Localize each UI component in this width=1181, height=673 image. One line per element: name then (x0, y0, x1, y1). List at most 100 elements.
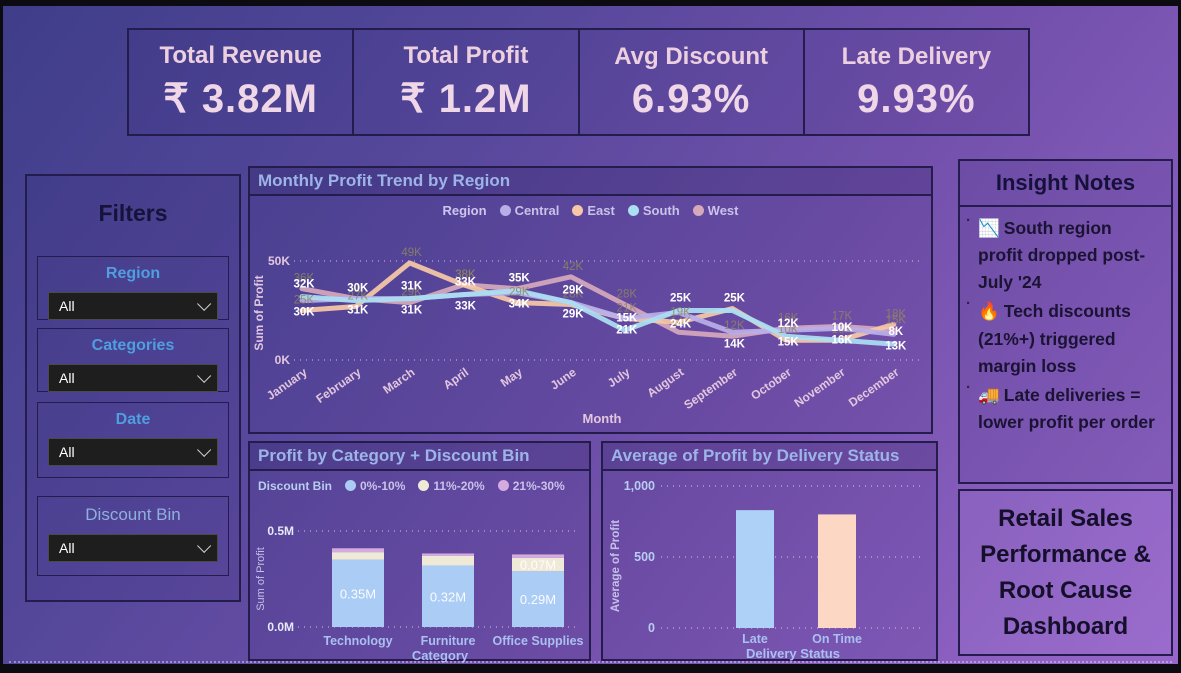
filter-label: Region (105, 265, 161, 282)
profit-by-delivery-chart[interactable]: Average of Profit by Delivery Status 0 50… (601, 441, 938, 661)
svg-text:14K: 14K (670, 316, 691, 328)
stack-segment-office-supplies[interactable] (512, 557, 564, 572)
svg-text:August: August (644, 365, 686, 400)
svg-text:January: January (264, 365, 310, 403)
legend-label: Central (514, 203, 560, 218)
filter-categories: Categories All (37, 328, 229, 392)
discount-bin-dropdown[interactable]: All (48, 534, 218, 562)
legend-item-east[interactable]: East (572, 203, 615, 218)
bar-late[interactable] (736, 510, 774, 628)
svg-text:September: September (681, 365, 740, 412)
svg-text:19K: 19K (670, 306, 691, 318)
svg-text:31K: 31K (348, 283, 369, 295)
legend-title: Region (442, 203, 487, 218)
svg-text:31K: 31K (401, 281, 423, 293)
insights-title: Insight Notes (960, 161, 1171, 207)
svg-text:10K: 10K (831, 322, 853, 334)
line-series-south[interactable] (299, 288, 897, 347)
bar-chart-plot[interactable]: 0 500 1,000 Average of Profit Late On TimeDel… (603, 471, 936, 661)
kpi-value: ₹ 1.2M (400, 77, 532, 121)
svg-text:16K: 16K (831, 334, 853, 346)
kpi-label: Total Profit (403, 42, 529, 69)
legend-dot-icon (499, 205, 511, 216)
chart-title: Monthly Profit Trend by Region (250, 168, 931, 196)
legend-item-21-30-[interactable]: 21%-30% (497, 479, 565, 493)
filters-panel: Filters Region All Categories All Date A… (25, 174, 241, 602)
svg-text:30K: 30K (293, 307, 315, 319)
categories-dropdown[interactable]: All (48, 364, 218, 392)
svg-text:April: April (441, 365, 471, 392)
kpi-value: 9.93% (857, 76, 976, 121)
svg-text:500: 500 (634, 550, 655, 564)
svg-text:15K: 15K (886, 314, 907, 326)
legend-label: 11%-20% (433, 478, 485, 493)
bar-on-time[interactable] (818, 514, 856, 628)
svg-text:27K: 27K (348, 291, 369, 303)
kpi-avg-discount[interactable]: Avg Discount 6.93% (577, 28, 805, 136)
profit-by-category-chart[interactable]: Profit by Category + Discount Bin Discou… (248, 441, 591, 663)
chevron-down-icon (197, 442, 212, 457)
svg-text:15K: 15K (778, 336, 800, 348)
svg-text:Sum of Profit: Sum of Profit (255, 547, 267, 611)
svg-text:36K: 36K (509, 273, 530, 285)
kpi-total-profit[interactable]: Total Profit ₹ 1.2M (352, 28, 580, 136)
svg-text:29K: 29K (562, 309, 584, 321)
svg-text:Furniture: Furniture (421, 634, 476, 648)
stack-segment-technology[interactable] (332, 548, 384, 553)
region-dropdown[interactable]: All (48, 292, 218, 320)
line-chart-legend: Region Central East South West (250, 196, 931, 220)
insight-notes-panel: Insight Notes 📉South region profit dropp… (958, 159, 1173, 484)
stack-segment-office-supplies[interactable] (512, 554, 564, 558)
svg-text:14K: 14K (724, 338, 746, 350)
svg-text:31K: 31K (347, 305, 369, 317)
legend-item-0-10-[interactable]: 0%-10% (345, 479, 405, 493)
svg-text:12K: 12K (778, 318, 800, 330)
legend-item-south[interactable]: South (627, 203, 680, 218)
svg-text:35K: 35K (509, 273, 531, 285)
chart-title: Average of Profit by Delivery Status (603, 443, 936, 471)
stack-segment-technology[interactable] (332, 552, 384, 560)
svg-text:Average of Profit: Average of Profit (610, 520, 622, 612)
stack-segment-furniture[interactable] (422, 565, 474, 627)
svg-text:On Time: On Time (812, 632, 862, 646)
svg-text:16K: 16K (778, 312, 799, 324)
svg-text:32K: 32K (293, 279, 315, 291)
svg-text:18K: 18K (886, 308, 907, 320)
svg-text:Late: Late (742, 632, 768, 646)
page-edge-dotted-line (9, 661, 1172, 663)
svg-text:8K: 8K (888, 326, 903, 338)
note-text: Tech discounts (21%+) triggered margin l… (978, 301, 1131, 376)
svg-text:13K: 13K (885, 340, 907, 352)
svg-text:November: November (792, 365, 848, 410)
stack-segment-technology[interactable] (332, 559, 384, 627)
stack-segment-furniture[interactable] (422, 553, 474, 556)
legend-item-11-20-[interactable]: 11%-20% (418, 478, 485, 493)
date-dropdown[interactable]: All (48, 438, 218, 466)
filter-label: Date (115, 411, 151, 428)
chevron-down-icon (197, 368, 212, 383)
insights-list: 📉South region profit dropped post-July '… (960, 209, 1171, 436)
svg-text:24K: 24K (670, 318, 692, 330)
monthly-profit-trend-chart[interactable]: Monthly Profit Trend by Region Region Cen… (248, 166, 933, 434)
legend-dot-icon (627, 205, 639, 216)
legend-item-central[interactable]: Central (499, 203, 560, 218)
stack-segment-office-supplies[interactable] (512, 571, 564, 627)
svg-text:25K: 25K (670, 293, 692, 305)
svg-text:29K: 29K (509, 287, 530, 299)
svg-text:0.5M: 0.5M (267, 524, 294, 538)
kpi-value: 6.93% (631, 76, 751, 121)
legend-dot-icon (572, 205, 584, 216)
kpi-late-delivery[interactable]: Late Delivery 9.93% (802, 28, 1030, 136)
svg-text:33K: 33K (455, 277, 477, 289)
kpi-label: Late Delivery (841, 42, 992, 70)
svg-text:38K: 38K (455, 269, 476, 281)
svg-text:21K: 21K (617, 302, 638, 314)
svg-text:30K: 30K (347, 283, 369, 295)
legend-item-west[interactable]: West (692, 203, 738, 218)
kpi-total-revenue[interactable]: Total Revenue ₹ 3.82M (127, 28, 355, 136)
stack-segment-furniture[interactable] (422, 555, 474, 566)
svg-text:March: March (380, 365, 417, 397)
